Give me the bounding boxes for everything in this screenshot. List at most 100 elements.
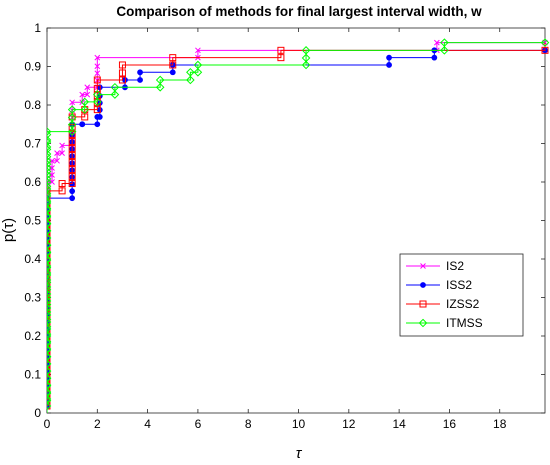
data-point — [47, 289, 52, 299]
data-point — [47, 174, 52, 184]
legend-label: ITMSS — [446, 316, 483, 330]
data-point — [540, 38, 550, 47]
data-point — [68, 173, 76, 181]
plot-area: 0 2 4 6 8 10 12 14 16 18 0 0.1 0.2 0.3 0.4 0.5 0.6 0.7 0.8… — [24, 21, 550, 431]
data-point — [49, 179, 55, 185]
series-itmss — [47, 38, 550, 413]
x-tick-label: 12 — [342, 417, 356, 431]
data-point — [431, 54, 438, 61]
data-point — [47, 180, 50, 187]
data-point — [47, 345, 52, 355]
data-point — [277, 54, 285, 62]
data-point — [59, 142, 65, 149]
data-point — [47, 187, 51, 195]
legend-marker — [420, 263, 426, 269]
legend: IS2 ISS2 IZSS2 ITMSS — [399, 253, 524, 337]
x-tick-label: 10 — [292, 417, 306, 431]
data-point — [47, 254, 52, 264]
data-point — [47, 170, 52, 180]
data-point — [47, 388, 52, 398]
data-point — [386, 54, 392, 61]
data-point — [84, 91, 91, 98]
data-point — [440, 46, 449, 55]
y-tick-label: 0.1 — [24, 368, 41, 382]
data-point — [69, 188, 76, 195]
data-point — [47, 268, 52, 278]
y-tick-label: 0.9 — [24, 60, 41, 74]
data-point — [67, 120, 77, 129]
data-point — [155, 82, 165, 92]
x-tick-label: 6 — [195, 417, 202, 431]
data-point — [47, 338, 52, 348]
data-point — [93, 106, 101, 114]
data-point — [47, 275, 52, 285]
legend-marker — [419, 300, 427, 308]
y-tick-label: 0.7 — [24, 137, 41, 151]
data-point — [67, 105, 77, 114]
data-point — [49, 157, 55, 164]
data-point — [47, 322, 52, 332]
data-point — [110, 82, 120, 92]
data-point — [68, 152, 76, 160]
data-point — [47, 337, 52, 346]
data-point — [47, 212, 52, 222]
data-point — [137, 69, 143, 76]
data-point — [186, 67, 195, 77]
data-point — [301, 60, 311, 70]
data-point — [118, 76, 126, 84]
data-point — [47, 211, 52, 221]
data-point — [169, 69, 176, 76]
data-point — [47, 127, 52, 136]
data-point — [68, 166, 76, 174]
data-point — [118, 69, 126, 77]
y-tick-label: 1 — [34, 21, 41, 35]
data-point — [47, 167, 52, 176]
data-point — [47, 142, 52, 152]
data-point — [47, 204, 52, 213]
data-point — [47, 177, 52, 187]
data-point — [92, 97, 102, 107]
data-point — [47, 263, 52, 272]
data-point — [47, 401, 52, 411]
data-point — [79, 121, 86, 128]
data-point — [47, 396, 52, 405]
data-point — [47, 292, 52, 302]
y-tick-label: 0.6 — [24, 175, 41, 189]
x-tick-label: 0 — [44, 417, 51, 431]
data-point — [47, 156, 52, 166]
data-point — [47, 394, 52, 404]
x-tick-label: 8 — [245, 417, 252, 431]
data-point — [81, 113, 89, 121]
chart-title: Comparison of methods for final largest … — [116, 4, 482, 19]
y-tick-label: 0.2 — [24, 329, 41, 343]
data-point — [277, 46, 285, 54]
data-point — [301, 53, 311, 63]
data-point — [49, 172, 55, 178]
data-point — [440, 38, 449, 47]
x-tick-label: 14 — [392, 417, 406, 431]
x-tick-label: 2 — [94, 417, 101, 431]
legend-label: ISS2 — [446, 278, 472, 292]
data-point — [47, 380, 52, 390]
x-tick-label: 4 — [144, 417, 151, 431]
data-point — [169, 54, 177, 62]
data-point — [59, 150, 65, 156]
data-point — [47, 310, 52, 320]
data-point — [94, 70, 101, 77]
data-point — [94, 121, 101, 128]
legend-item: ITMSS — [406, 316, 483, 330]
data-point — [94, 54, 101, 61]
data-point — [433, 39, 440, 46]
data-point — [68, 180, 76, 188]
data-point — [386, 62, 392, 68]
data-point — [49, 165, 55, 171]
data-point — [47, 196, 52, 206]
data-point — [47, 218, 52, 228]
data-point — [47, 226, 52, 236]
data-point — [47, 261, 52, 271]
data-point — [47, 240, 52, 250]
data-point — [169, 61, 177, 69]
data-point — [94, 63, 101, 70]
data-point — [118, 61, 126, 69]
data-point — [58, 187, 66, 195]
